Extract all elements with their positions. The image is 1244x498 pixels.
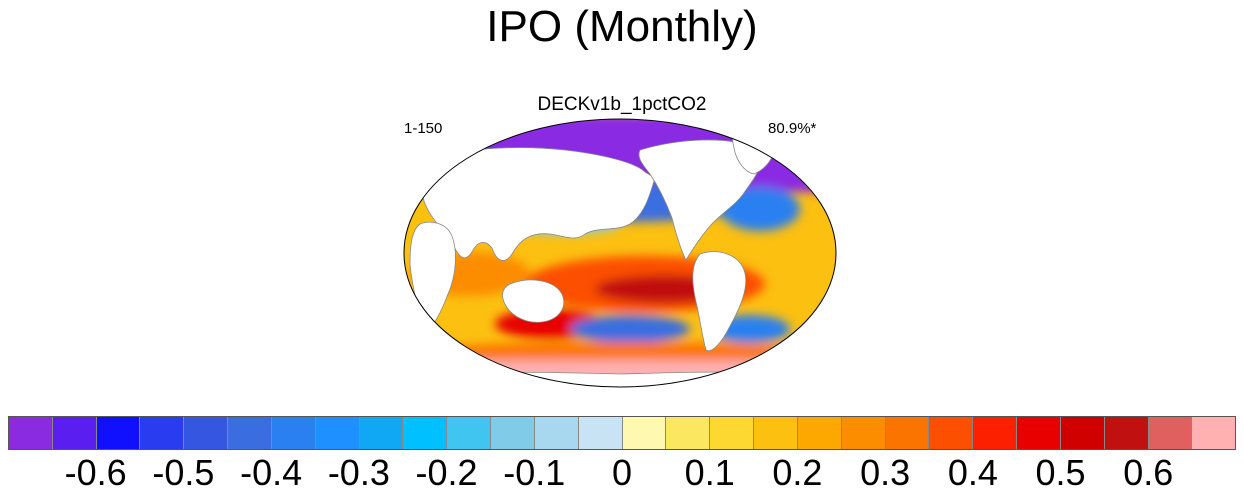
southern-ocean-warm <box>420 342 820 362</box>
ipo-pattern-map <box>403 118 837 388</box>
colorbar-swatch <box>754 417 798 449</box>
colorbar-swatch <box>973 417 1018 449</box>
colorbar-swatch <box>666 417 711 449</box>
colorbar-swatch <box>228 417 272 449</box>
colorbar-swatch <box>491 417 535 449</box>
globe-outline <box>403 118 837 388</box>
colorbar-swatch <box>534 417 579 449</box>
colorbar-tick-label: -0.2 <box>415 452 478 493</box>
colorbar-tick-label: -0.1 <box>503 452 566 493</box>
colorbar-tick-label: -0.5 <box>152 452 215 493</box>
colorbar-tick-label: 0.4 <box>947 452 998 493</box>
colorbar-swatch <box>52 417 97 449</box>
colorbar-swatch <box>929 417 974 449</box>
colorbar-swatch <box>184 417 229 449</box>
year-range-label: 1-150 <box>404 120 443 137</box>
colorbar-swatch <box>797 417 842 449</box>
colorbar-swatch <box>622 417 667 449</box>
colorbar-swatch <box>1060 417 1105 449</box>
south-america-land <box>692 251 747 352</box>
colorbar-swatch <box>315 417 360 449</box>
colorbar-tick-label: -0.4 <box>240 452 303 493</box>
colorbar-swatch <box>96 417 141 449</box>
colorbar-swatch <box>403 417 448 449</box>
colorbar-swatch <box>885 417 930 449</box>
colorbar-swatch <box>1148 417 1193 449</box>
colorbar-swatch <box>1192 417 1236 449</box>
colorbar-tick-label: 0 <box>611 452 633 493</box>
plot-title: IPO (Monthly) <box>486 2 758 51</box>
colorbar-swatch <box>1104 417 1149 449</box>
colorbar-swatch <box>359 417 404 449</box>
colorbar-tick-label: 0.3 <box>860 452 911 493</box>
colorbar-tick-label: 0.6 <box>1123 452 1174 493</box>
colorbar-tick-label: 0.2 <box>772 452 823 493</box>
colorbar-swatch <box>1017 417 1061 449</box>
colorbar-tick-label: 0.1 <box>684 452 735 493</box>
australia-land <box>502 279 565 323</box>
antarctica-land <box>404 371 836 387</box>
colorbar-swatch <box>140 417 185 449</box>
colorbar-swatch <box>447 417 492 449</box>
colorbar <box>8 416 1236 450</box>
colorbar-tick-label: -0.3 <box>327 452 390 493</box>
panel-subtitle: DECKv1b_1pctCO2 <box>537 94 707 115</box>
colorbar-tick-label: 0.5 <box>1035 452 1086 493</box>
colorbar-swatch <box>271 417 316 449</box>
colorbar-swatch <box>9 417 53 449</box>
variance-percent-label: 80.9%* <box>768 120 817 137</box>
africa-land <box>409 221 456 333</box>
south-pacific-cool <box>570 315 690 343</box>
colorbar-swatch <box>578 417 623 449</box>
colorbar-tick-label: -0.6 <box>64 452 127 493</box>
colorbar-tick-labels: -0.6 -0.5 -0.4 -0.3 -0.2 -0.1 0 0.1 0.2 0.3 0.4 0.5… <box>0 452 1244 498</box>
colorbar-swatch <box>841 417 886 449</box>
colorbar-swatch <box>710 417 755 449</box>
